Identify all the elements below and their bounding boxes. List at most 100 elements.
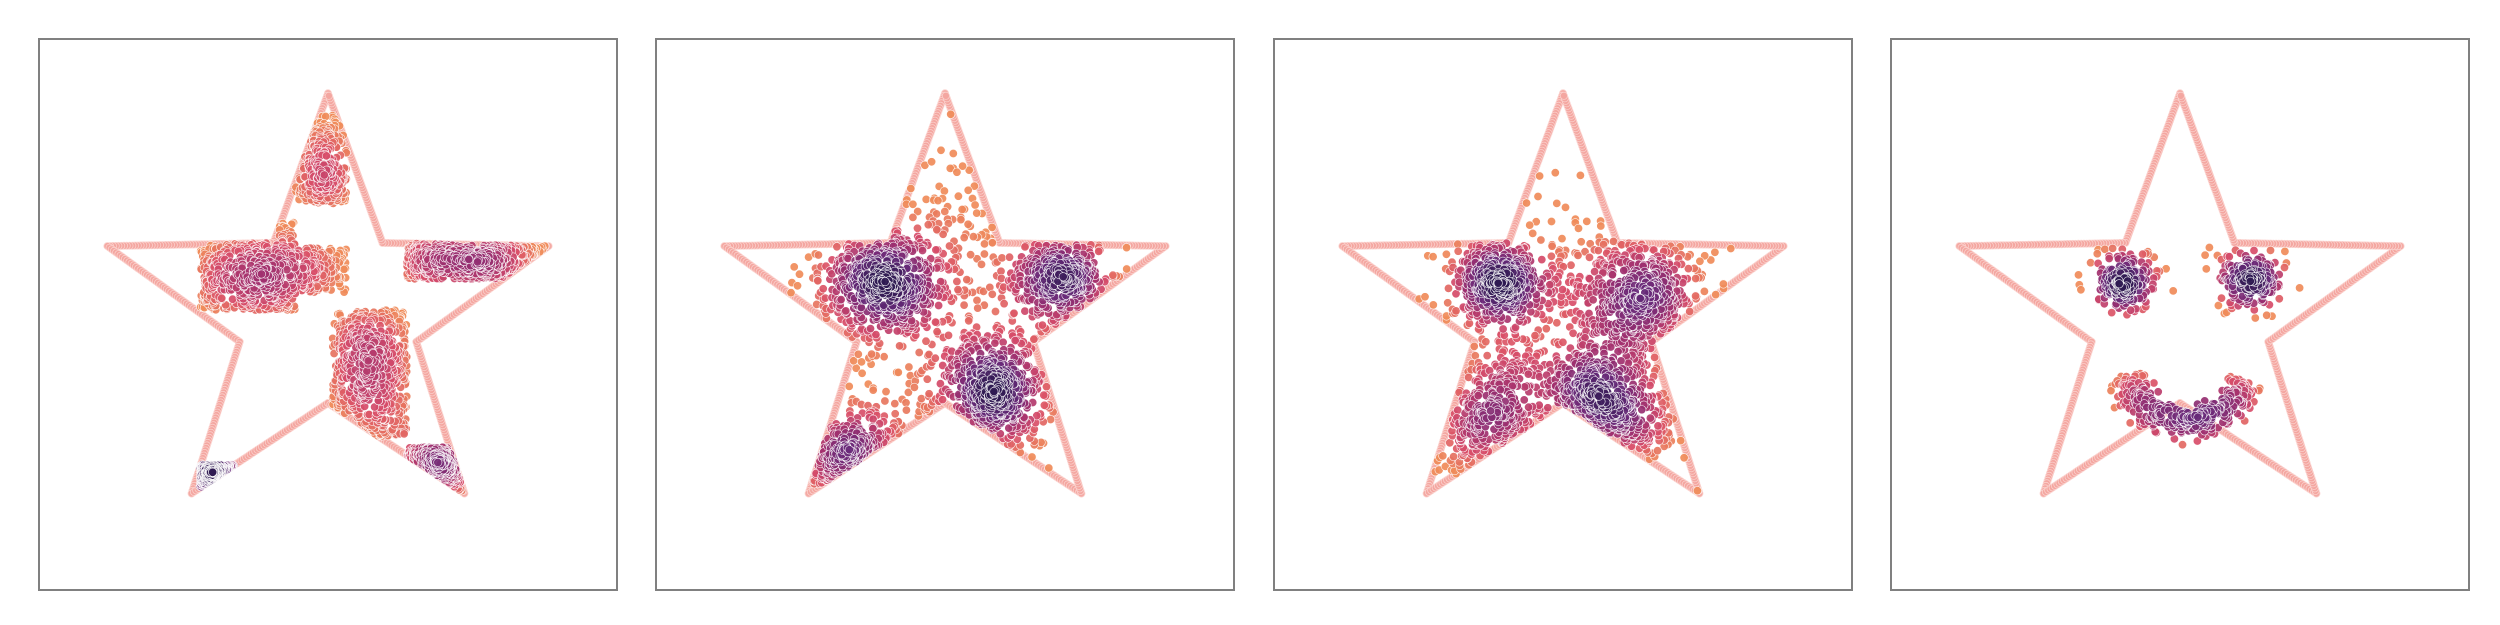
sample-point — [1029, 366, 1039, 376]
sample-point — [1094, 246, 1104, 256]
sample-point — [1122, 264, 1132, 274]
sample-point — [319, 170, 329, 180]
sample-point — [987, 289, 997, 299]
sample-point — [972, 295, 982, 305]
sample-points — [195, 111, 550, 496]
sample-point — [399, 429, 409, 439]
sample-point — [880, 396, 890, 406]
sample-point — [931, 245, 941, 255]
sample-point — [906, 184, 916, 194]
sample-point — [890, 399, 900, 409]
sample-point — [973, 303, 983, 313]
sample-point — [952, 167, 962, 177]
sample-point — [795, 269, 805, 279]
sample-point — [964, 165, 974, 175]
sample-point — [879, 352, 889, 362]
sample-point — [1032, 411, 1042, 421]
sample-point — [959, 300, 969, 310]
sample-point — [208, 467, 218, 477]
sample-point — [908, 199, 918, 209]
sample-point — [909, 382, 919, 392]
sample-point — [990, 306, 1000, 316]
sample-point — [979, 239, 989, 249]
sample-point — [998, 337, 1008, 347]
sample-point — [890, 409, 900, 419]
sample-point — [930, 353, 940, 363]
sample-point — [966, 250, 976, 260]
sample-point — [944, 241, 954, 251]
sample-point — [857, 357, 867, 367]
sample-point — [857, 368, 867, 378]
sample-point — [832, 242, 842, 252]
sample-points — [786, 109, 1132, 489]
sample-point — [786, 288, 796, 298]
sample-point — [473, 257, 483, 267]
sample-point — [978, 286, 988, 296]
sample-point — [1108, 270, 1118, 280]
sample-point — [868, 385, 878, 395]
sample-point — [1027, 452, 1037, 462]
sample-point — [933, 196, 943, 206]
sample-point — [901, 405, 911, 415]
sample-point — [912, 223, 922, 233]
sample-point — [853, 349, 863, 359]
sample-point — [938, 360, 948, 370]
sample-point — [1122, 243, 1132, 253]
sample-point — [979, 249, 989, 259]
sample-point — [956, 215, 966, 225]
sample-point — [813, 250, 823, 260]
sample-point — [363, 356, 373, 366]
sample-point — [1039, 400, 1049, 410]
sample-point — [917, 246, 927, 256]
sample-point — [1009, 308, 1019, 318]
sample-point — [957, 205, 967, 215]
sample-point — [892, 326, 902, 336]
sample-point — [972, 208, 982, 218]
sample-point — [964, 316, 974, 326]
sample-point — [923, 220, 933, 230]
sample-point — [257, 269, 267, 279]
panel-1 — [38, 38, 618, 591]
sample-point — [841, 306, 851, 316]
sample-point — [913, 207, 923, 217]
sample-point — [932, 327, 942, 337]
sample-point — [943, 330, 953, 340]
sample-point — [1020, 306, 1030, 316]
sample-point — [963, 219, 973, 229]
sample-point — [934, 300, 944, 310]
sample-point — [1039, 390, 1049, 400]
sample-point — [1004, 252, 1014, 262]
sample-point — [959, 233, 969, 243]
sample-point — [924, 389, 934, 399]
sample-point — [904, 362, 914, 372]
sample-point — [1037, 320, 1047, 330]
sample-point — [963, 185, 973, 195]
sample-point — [987, 222, 997, 232]
sample-point — [895, 341, 905, 351]
sample-point — [999, 299, 1009, 309]
sample-point — [871, 330, 881, 340]
sample-point — [818, 284, 828, 294]
sample-point — [321, 151, 331, 161]
sample-point — [217, 293, 227, 303]
sample-point — [893, 367, 903, 377]
sample-point — [953, 285, 963, 295]
sample-point — [914, 347, 924, 357]
sample-point — [969, 181, 979, 191]
sample-point — [938, 229, 948, 239]
sample-point — [997, 253, 1007, 263]
sample-point — [946, 109, 956, 119]
sample-point — [1004, 423, 1014, 433]
sample-point — [908, 212, 918, 222]
boundary-point — [324, 91, 333, 100]
sample-point — [952, 277, 962, 287]
sample-point — [464, 255, 474, 265]
sample-point — [881, 387, 891, 397]
panel-2-plot — [655, 38, 1235, 591]
panel-1-plot — [38, 38, 618, 591]
sample-point — [867, 349, 877, 359]
sample-point — [940, 207, 950, 217]
sample-point — [927, 157, 937, 167]
panel-2 — [655, 38, 1235, 591]
boundary-point — [941, 91, 950, 100]
